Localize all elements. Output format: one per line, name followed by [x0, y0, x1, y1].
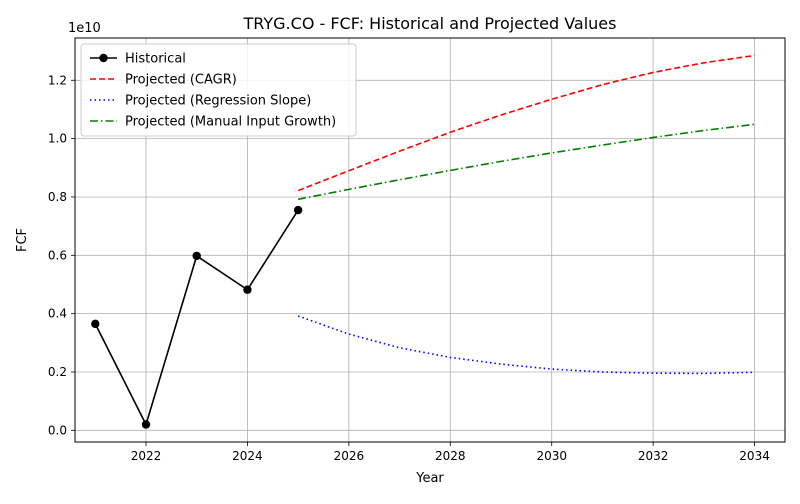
x-tick-label: 2024 — [232, 449, 263, 463]
series-historical — [91, 205, 303, 429]
data-point-historical — [141, 420, 151, 429]
data-point-historical — [293, 205, 303, 215]
plot-frame — [74, 37, 786, 443]
y-axis: 0.0 0.2 0.4 0.6 0.8 1.0 1.2 — [48, 73, 75, 437]
legend: Historical Projected (CAGR) Projected (Reg… — [80, 43, 357, 137]
data-point-historical — [243, 285, 252, 294]
legend-label: Projected (Manual Input Growth) — [125, 115, 336, 130]
legend-item: Projected (CAGR) — [90, 73, 237, 88]
y-tick-label: 0.8 — [48, 190, 67, 204]
y-axis-label: FCF — [15, 228, 30, 252]
y-tick-label: 0.4 — [48, 307, 67, 321]
y-tick-label: 1.0 — [48, 132, 67, 146]
y-tick-label: 0.2 — [48, 365, 67, 379]
series-layer — [91, 54, 755, 429]
series-line-projected-cagr — [297, 54, 755, 192]
x-tick-label: 2026 — [334, 449, 365, 463]
data-point-historical — [192, 251, 201, 261]
legend-marker — [99, 53, 108, 63]
legend-item: Historical — [90, 52, 186, 67]
x-axis-label: Year — [415, 471, 444, 486]
data-point-historical — [91, 319, 100, 329]
x-tick-label: 2028 — [435, 449, 466, 463]
legend-label: Projected (Regression Slope) — [125, 94, 311, 109]
legend-label: Historical — [125, 52, 186, 67]
legend-box — [80, 43, 357, 137]
x-tick-label: 2030 — [536, 449, 567, 463]
legend-item: Projected (Manual Input Growth) — [90, 115, 336, 130]
legend-label: Projected (CAGR) — [125, 73, 237, 88]
y-axis-offset-label: 1e10 — [68, 21, 101, 36]
y-tick-label: 0.6 — [48, 248, 67, 262]
series-projected-cagr — [297, 54, 755, 192]
y-tick-label: 0.0 — [48, 423, 67, 437]
chart-title: TRYG.CO - FCF: Historical and Projected … — [243, 14, 617, 33]
x-axis: 2022 2024 2026 2028 2030 2032 2034 — [131, 442, 770, 463]
x-tick-label: 2034 — [739, 449, 770, 463]
series-line-projected-regression-slope — [297, 315, 755, 375]
legend-item: Projected (Regression Slope) — [90, 94, 311, 109]
series-projected-regression-slope — [297, 315, 755, 375]
x-tick-label: 2032 — [638, 449, 669, 463]
y-tick-label: 1.2 — [48, 73, 67, 87]
grid — [75, 38, 785, 442]
x-tick-label: 2022 — [131, 449, 162, 463]
